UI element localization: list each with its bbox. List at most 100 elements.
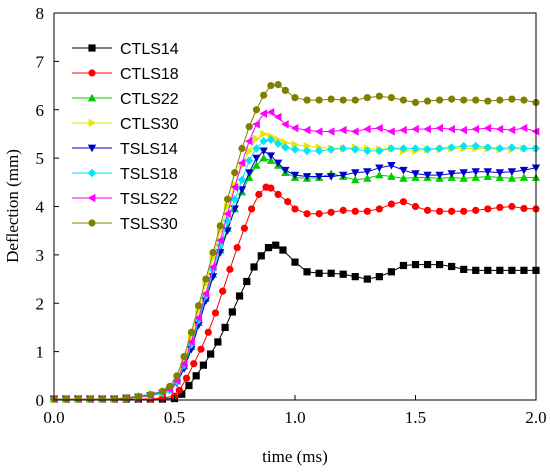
data-point [266,156,276,164]
legend-item: TSLS22 [72,191,178,208]
data-point [435,144,444,153]
data-point [266,135,276,144]
data-point [314,146,324,156]
data-point [194,313,202,322]
data-point [423,97,432,105]
data-point [387,144,396,153]
data-point [375,164,384,172]
data-point [507,168,517,176]
data-point [231,169,239,177]
data-point [399,174,408,182]
data-point [302,146,312,156]
data-point [327,95,335,103]
data-point [351,145,360,154]
legend-marker [87,144,97,153]
legend-label: CTLS14 [120,41,179,58]
data-point [327,269,335,277]
data-point [166,382,174,391]
x-tick-label: 0.5 [164,408,185,427]
data-point [351,96,359,104]
data-point [62,395,70,403]
data-point [483,143,492,152]
data-point [259,109,268,118]
legend-item: CTLS30 [72,116,179,133]
data-point [363,94,371,102]
data-point [230,182,239,192]
data-point [448,207,456,215]
data-point [326,173,336,181]
x-tick-label: 2.0 [525,408,546,427]
x-tick-label: 1.5 [405,408,426,427]
data-point [257,252,265,260]
data-point [266,107,275,117]
legend-item: CTLS14 [72,41,179,58]
data-point [375,123,383,133]
data-point [259,136,268,146]
data-point [459,125,468,135]
data-point [399,261,408,270]
data-point [339,206,347,214]
data-point [327,208,335,216]
data-point [520,96,528,104]
legend-label: CTLS18 [120,66,179,83]
legend-marker [88,118,97,128]
data-point [387,94,395,102]
data-point [248,205,256,213]
data-point [363,168,372,176]
y-tick-label: 8 [36,4,45,23]
y-tick-label: 4 [36,198,45,217]
legend-marker [88,219,96,227]
legend-marker [87,93,97,102]
data-point [375,170,384,179]
data-point [187,337,195,347]
data-point [435,171,444,180]
legend-marker [87,168,97,178]
data-point [411,170,420,178]
data-point [471,141,480,151]
data-point [226,265,234,273]
data-point [315,96,323,104]
data-point [252,161,261,169]
data-point [472,206,480,214]
data-point [230,195,239,204]
legend-item: TSLS14 [72,141,178,158]
data-point [259,153,268,162]
data-point [208,262,217,272]
y-tick-label: 0 [36,391,45,410]
data-point [179,359,188,368]
data-point [387,127,395,136]
data-point [230,205,239,214]
data-point [387,200,395,208]
data-point [237,175,247,185]
legend-item: TSLS30 [72,216,178,233]
legend-marker [87,193,96,203]
data-point [314,173,324,181]
data-point [495,144,505,153]
data-point [520,266,528,274]
data-point [245,169,254,177]
data-point [110,395,118,403]
data-point [237,158,246,168]
series-ctls14 [50,241,540,403]
data-point [471,124,480,134]
data-point [351,207,359,215]
data-point [447,170,456,178]
data-point [448,262,456,271]
data-point [245,173,254,181]
data-point [375,92,383,100]
data-point [195,302,203,310]
data-point [507,174,517,182]
data-point [291,258,299,266]
data-point [211,309,220,317]
data-point [423,260,432,269]
data-point [315,269,323,277]
data-point [411,144,420,153]
y-tick-label: 3 [36,246,45,265]
data-point [192,372,200,380]
data-point [272,241,280,249]
data-point [496,266,504,274]
data-point [240,224,248,232]
data-point [219,287,227,295]
data-point [314,127,323,136]
